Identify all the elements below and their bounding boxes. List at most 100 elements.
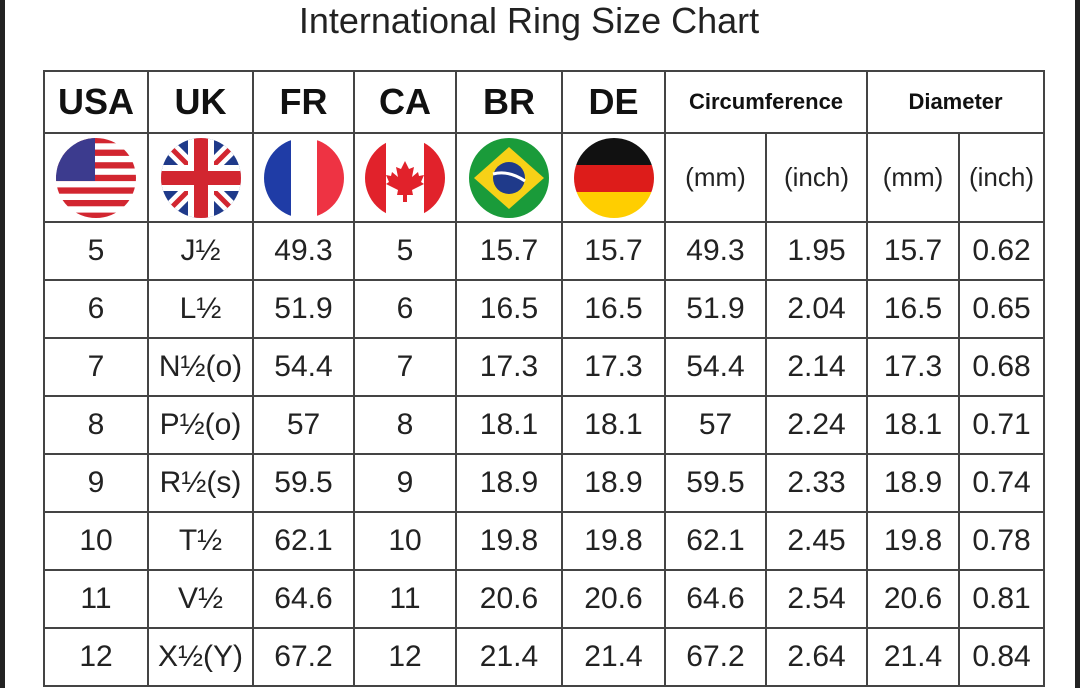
cell-de: 16.5 — [561, 279, 666, 339]
table-row: 12 X½(Y) 67.2 12 21.4 21.4 67.2 2.64 21.4 0.84 — [43, 627, 1046, 687]
cell-de: 18.1 — [561, 395, 666, 455]
ring-size-table: USA UK FR CA BR DE Circumference Diamete… — [43, 70, 1046, 687]
cell-fr: 57 — [252, 395, 355, 455]
cell-dia-mm: 16.5 — [866, 279, 961, 339]
cell-uk: R½(s) — [147, 453, 254, 513]
cell-fr: 67.2 — [252, 627, 355, 687]
right-border — [1075, 0, 1080, 688]
cell-br: 21.4 — [455, 627, 563, 687]
brazil-flag-icon — [455, 132, 563, 223]
cell-dia-mm: 17.3 — [866, 337, 961, 397]
cell-dia-inch: 0.81 — [958, 569, 1046, 629]
cell-uk: N½(o) — [147, 337, 254, 397]
cell-br: 19.8 — [455, 511, 563, 571]
cell-dia-mm: 21.4 — [866, 627, 961, 687]
cell-dia-mm: 18.9 — [866, 453, 961, 513]
canada-flag-icon — [353, 132, 457, 223]
cell-de: 18.9 — [561, 453, 666, 513]
cell-circ-mm: 67.2 — [664, 627, 767, 687]
table-row: 7 N½(o) 54.4 7 17.3 17.3 54.4 2.14 17.3 0.68 — [43, 337, 1046, 397]
cell-usa: 10 — [43, 511, 149, 571]
cell-dia-inch: 0.74 — [958, 453, 1046, 513]
cell-circ-inch: 1.95 — [764, 221, 869, 281]
cell-fr: 62.1 — [252, 511, 355, 571]
cell-circ-inch: 2.14 — [764, 337, 869, 397]
cell-circ-mm: 54.4 — [664, 337, 767, 397]
header-br: BR — [455, 70, 563, 134]
header-fr: FR — [252, 70, 355, 134]
header-diameter: Diameter — [866, 70, 1046, 134]
cell-ca: 9 — [353, 453, 457, 513]
cell-uk: L½ — [147, 279, 254, 339]
cell-usa: 8 — [43, 395, 149, 455]
cell-dia-mm: 15.7 — [866, 221, 961, 281]
cell-usa: 9 — [43, 453, 149, 513]
cell-de: 21.4 — [561, 627, 666, 687]
cell-ca: 10 — [353, 511, 457, 571]
cell-dia-mm: 19.8 — [866, 511, 961, 571]
cell-uk: V½ — [147, 569, 254, 629]
cell-circ-mm: 64.6 — [664, 569, 767, 629]
cell-dia-inch: 0.78 — [958, 511, 1046, 571]
cell-circ-mm: 49.3 — [664, 221, 767, 281]
unit-circ-inch: (inch) — [764, 132, 869, 223]
cell-circ-mm: 62.1 — [664, 511, 767, 571]
cell-ca: 12 — [353, 627, 457, 687]
cell-ca: 5 — [353, 221, 457, 281]
cell-ca: 8 — [353, 395, 457, 455]
cell-circ-inch: 2.33 — [764, 453, 869, 513]
cell-uk: P½(o) — [147, 395, 254, 455]
cell-circ-mm: 59.5 — [664, 453, 767, 513]
cell-ca: 11 — [353, 569, 457, 629]
cell-br: 18.9 — [455, 453, 563, 513]
cell-circ-inch: 2.45 — [764, 511, 869, 571]
cell-circ-mm: 57 — [664, 395, 767, 455]
unit-dia-inch: (inch) — [958, 132, 1046, 223]
cell-dia-mm: 18.1 — [866, 395, 961, 455]
cell-dia-mm: 20.6 — [866, 569, 961, 629]
table-row: 5 J½ 49.3 5 15.7 15.7 49.3 1.95 15.7 0.62 — [43, 221, 1046, 281]
table-row: 11 V½ 64.6 11 20.6 20.6 64.6 2.54 20.6 0.81 — [43, 569, 1046, 629]
table-row: 9 R½(s) 59.5 9 18.9 18.9 59.5 2.33 18.9 0.74 — [43, 453, 1046, 513]
cell-uk: X½(Y) — [147, 627, 254, 687]
cell-uk: J½ — [147, 221, 254, 281]
germany-flag-icon — [561, 132, 666, 223]
cell-de: 19.8 — [561, 511, 666, 571]
cell-de: 20.6 — [561, 569, 666, 629]
cell-dia-inch: 0.84 — [958, 627, 1046, 687]
france-flag-icon — [252, 132, 355, 223]
cell-usa: 11 — [43, 569, 149, 629]
table-row: 6 L½ 51.9 6 16.5 16.5 51.9 2.04 16.5 0.65 — [43, 279, 1046, 339]
cell-dia-inch: 0.65 — [958, 279, 1046, 339]
cell-circ-inch: 2.64 — [764, 627, 869, 687]
cell-fr: 54.4 — [252, 337, 355, 397]
cell-dia-inch: 0.71 — [958, 395, 1046, 455]
table-row: 8 P½(o) 57 8 18.1 18.1 57 2.24 18.1 0.71 — [43, 395, 1046, 455]
cell-uk: T½ — [147, 511, 254, 571]
unit-circ-mm: (mm) — [664, 132, 767, 223]
cell-usa: 7 — [43, 337, 149, 397]
cell-dia-inch: 0.62 — [958, 221, 1046, 281]
cell-circ-inch: 2.54 — [764, 569, 869, 629]
header-usa: USA — [43, 70, 149, 134]
chart-title: International Ring Size Chart — [298, 0, 760, 41]
cell-br: 15.7 — [455, 221, 563, 281]
uk-flag-icon — [147, 132, 254, 223]
cell-usa: 6 — [43, 279, 149, 339]
cell-ca: 6 — [353, 279, 457, 339]
cell-br: 20.6 — [455, 569, 563, 629]
header-ca: CA — [353, 70, 457, 134]
cell-br: 16.5 — [455, 279, 563, 339]
cell-fr: 49.3 — [252, 221, 355, 281]
header-circumference: Circumference — [663, 70, 869, 134]
cell-fr: 59.5 — [252, 453, 355, 513]
cell-fr: 51.9 — [252, 279, 355, 339]
cell-usa: 5 — [43, 221, 149, 281]
unit-dia-mm: (mm) — [866, 132, 961, 223]
cell-circ-inch: 2.24 — [764, 395, 869, 455]
cell-de: 17.3 — [561, 337, 666, 397]
table-row: 10 T½ 62.1 10 19.8 19.8 62.1 2.45 19.8 0.78 — [43, 511, 1046, 571]
cell-circ-mm: 51.9 — [664, 279, 767, 339]
cell-de: 15.7 — [561, 221, 666, 281]
left-border — [0, 0, 5, 688]
